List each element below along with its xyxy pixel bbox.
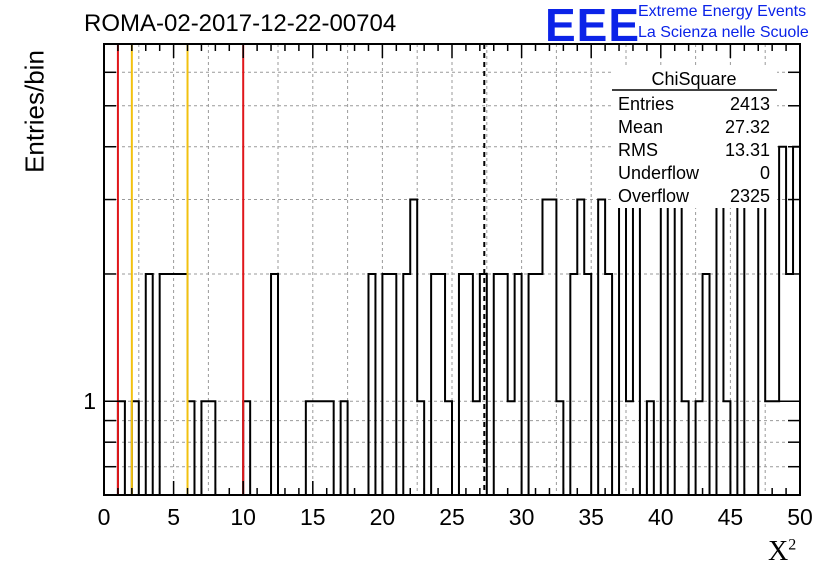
y-tick-label: 1 [83,388,96,414]
x-tick-label: 5 [167,504,180,530]
x-axis-label: X2 [768,536,796,568]
eee-logo: EEE [545,0,641,51]
logo-subtitle-2: La Scienza nelle Scuole [638,24,809,41]
stats-row-label: Underflow [618,163,700,183]
x-tick-label: 30 [509,504,535,530]
stats-row-label: Mean [618,117,663,137]
x-tick-label: 0 [98,504,111,530]
x-tick-label: 40 [648,504,674,530]
stats-box [612,68,777,208]
stats-row-value: 2325 [730,186,770,206]
run-title: ROMA-02-2017-12-22-00704 [84,10,397,37]
stats-row-label: Overflow [618,186,690,206]
stats-row-label: Entries [618,94,674,114]
x-tick-label: 35 [578,504,604,530]
y-axis-label: Entries/bin [19,50,50,173]
stats-row-value: 13.31 [725,140,770,160]
x-tick-label: 10 [230,504,256,530]
x-tick-label: 15 [300,504,326,530]
x-tick-label: 25 [439,504,465,530]
x-tick-label: 45 [718,504,744,530]
x-axis-label-superscript: 2 [788,536,797,554]
stats-row-value: 0 [760,163,770,183]
logo-subtitle-1: Extreme Energy Events [638,3,807,20]
x-axis-label-base: X [768,536,789,567]
stats-box-title: ChiSquare [651,69,736,89]
stats-row-value: 27.32 [725,117,770,137]
x-tick-label: 20 [370,504,396,530]
x-tick-label: 50 [787,504,813,530]
stats-row-value: 2413 [730,94,770,114]
stats-row-label: RMS [618,140,658,160]
